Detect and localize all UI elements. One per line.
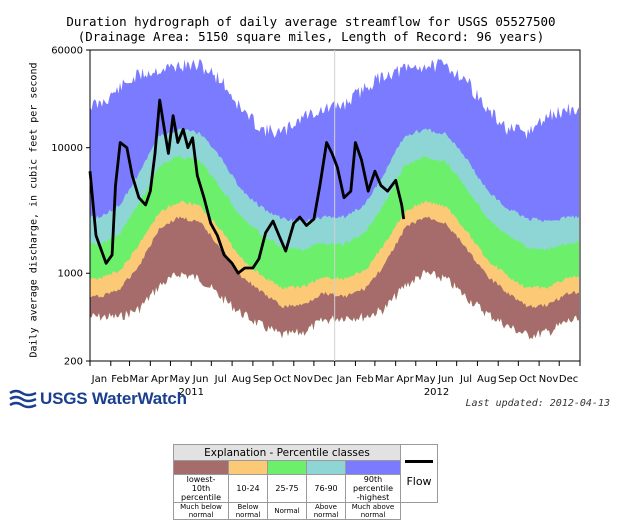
- band-10-24: [90, 200, 579, 340]
- y-tick-label-200: 200: [64, 357, 83, 368]
- x-tick-label-may: May: [169, 374, 190, 385]
- year-label-2012: 2012: [424, 387, 449, 398]
- legend-table: Explanation - Percentile classes Flow lo…: [173, 444, 438, 520]
- legend-swatch: [267, 460, 307, 475]
- y-tick-label-1000: 1000: [58, 269, 83, 280]
- x-tick-label-jan: Jan: [91, 374, 107, 385]
- y-tick-label-60000: 60000: [51, 46, 83, 57]
- legend-class-desc: Below normal: [228, 502, 268, 520]
- x-tick-label-aug: Aug: [232, 374, 252, 385]
- last-updated: Last updated: 2012-04-13: [465, 398, 611, 409]
- x-tick-label-sep: Sep: [498, 374, 517, 385]
- x-tick-label-jul: Jul: [459, 374, 472, 385]
- legend-swatch: [345, 460, 401, 475]
- x-tick-label-feb: Feb: [111, 374, 129, 385]
- band-lowest-10: [90, 216, 579, 340]
- x-tick-label-jun: Jun: [437, 374, 454, 385]
- legend-class-desc: Much above normal: [345, 502, 401, 520]
- x-tick-label-nov: Nov: [539, 374, 559, 385]
- usgs-logo: USGS WaterWatch: [8, 389, 187, 409]
- legend-swatch: [173, 460, 229, 475]
- x-tick-label-oct: Oct: [519, 374, 536, 385]
- legend-class-label: 90th percentile -highest: [345, 474, 401, 503]
- legend-class-desc: Above normal: [306, 502, 346, 520]
- x-tick-label-may: May: [415, 374, 436, 385]
- legend-flow-line: [405, 459, 433, 463]
- x-tick-label-dec: Dec: [559, 374, 578, 385]
- x-tick-label-jul: Jul: [214, 374, 227, 385]
- legend-class-label: 10-24: [228, 474, 268, 503]
- legend-class-desc: Much below normal: [173, 502, 229, 520]
- x-tick-label-mar: Mar: [375, 374, 395, 385]
- x-tick-label-jun: Jun: [192, 374, 209, 385]
- x-tick-label-mar: Mar: [129, 374, 149, 385]
- x-tick-label-apr: Apr: [151, 374, 169, 385]
- x-tick-label-sep: Sep: [253, 374, 272, 385]
- legend-swatch: [306, 460, 346, 475]
- x-tick-label-aug: Aug: [477, 374, 497, 385]
- year-label-2011: 2011: [178, 387, 203, 398]
- legend-flow-cell: Flow: [400, 444, 438, 503]
- chart-subtitle: (Drainage Area: 5150 square miles, Lengt…: [77, 29, 545, 44]
- chart-title: Duration hydrograph of daily average str…: [66, 14, 556, 29]
- logo-text: USGS WaterWatch: [40, 389, 187, 408]
- legend-class-label: 76-90: [306, 474, 346, 503]
- x-tick-label-feb: Feb: [356, 374, 374, 385]
- x-tick-label-oct: Oct: [274, 374, 291, 385]
- legend-flow-label: Flow: [406, 474, 432, 488]
- legend-class-desc: Normal: [267, 502, 307, 520]
- y-tick-label-10000: 10000: [51, 143, 83, 154]
- flow-line: [88, 98, 406, 275]
- legend-title: Explanation - Percentile classes: [173, 444, 401, 461]
- x-tick-label-dec: Dec: [314, 374, 333, 385]
- legend-swatch: [228, 460, 268, 475]
- legend-class-label: lowest- 10th percentile: [173, 474, 229, 503]
- usgs-wave-icon: [8, 389, 38, 409]
- legend-class-label: 25-75: [267, 474, 307, 503]
- x-tick-label-jan: Jan: [335, 374, 351, 385]
- x-tick-label-nov: Nov: [293, 374, 313, 385]
- x-tick-label-apr: Apr: [396, 374, 414, 385]
